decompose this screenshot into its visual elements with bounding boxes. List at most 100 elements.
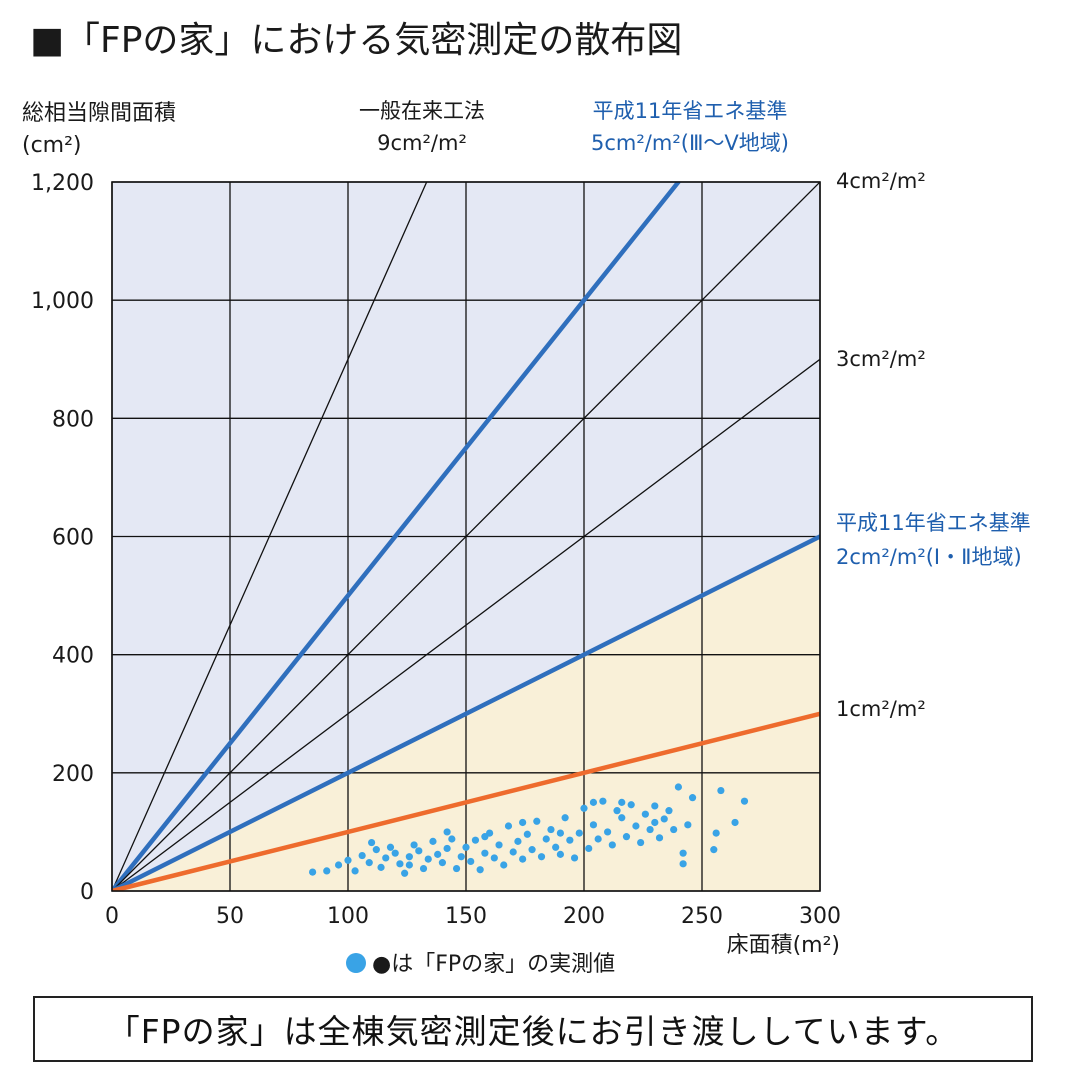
data-point — [665, 807, 673, 815]
data-point — [613, 807, 621, 815]
data-point — [651, 802, 659, 810]
data-point — [589, 821, 598, 829]
reference-line-5 — [112, 182, 681, 891]
data-point — [443, 844, 451, 853]
scatter-chart: ■「FPの家」における気密測定の散布図 総相当隙間面積 (cm²) 床面積(m²… — [22, 20, 1031, 977]
data-point — [438, 859, 446, 867]
data-point — [618, 798, 626, 806]
data-point — [740, 797, 749, 805]
reference-line-label-5: 平成11年省エネ基準 — [593, 99, 788, 123]
data-point — [646, 825, 654, 834]
data-point — [495, 841, 503, 849]
data-point — [604, 828, 612, 836]
data-point — [556, 829, 565, 837]
data-point — [476, 866, 484, 874]
y-tick-label: 1,000 — [31, 289, 94, 314]
data-point — [594, 835, 602, 843]
x-tick-label: 150 — [445, 904, 487, 929]
data-point — [679, 849, 687, 857]
data-point — [717, 786, 725, 795]
data-point — [599, 797, 607, 805]
data-point — [537, 853, 546, 861]
data-point — [627, 801, 635, 809]
x-tick-label: 50 — [216, 904, 244, 929]
data-point — [490, 854, 498, 862]
x-axis-title: 床面積(m²) — [727, 933, 840, 958]
data-point — [504, 822, 513, 830]
data-point — [622, 833, 631, 841]
data-point — [419, 864, 428, 873]
data-point — [334, 861, 343, 869]
legend-marker — [346, 953, 366, 973]
data-point — [377, 863, 385, 871]
data-point — [684, 821, 692, 829]
y-tick-label: 400 — [52, 644, 94, 669]
data-point — [500, 861, 508, 869]
data-point — [674, 783, 683, 791]
data-point — [712, 829, 720, 837]
data-point — [462, 843, 470, 851]
plot-border — [111, 181, 821, 892]
data-point — [637, 838, 645, 847]
data-point — [509, 848, 517, 856]
data-point — [424, 855, 432, 863]
x-tick-label: 100 — [327, 904, 369, 929]
y-tick-label: 200 — [52, 762, 94, 787]
data-point — [731, 818, 739, 827]
y-tick-label: 1,200 — [31, 171, 94, 196]
reference-line-label-5: 5cm²/m²(Ⅲ〜Ⅴ地域) — [591, 131, 789, 155]
data-point — [608, 841, 616, 849]
data-point — [556, 850, 565, 858]
data-point — [688, 794, 697, 802]
data-point — [452, 864, 461, 873]
data-point — [533, 817, 541, 825]
chart-title: ■「FPの家」における気密測定の散布図 — [30, 20, 682, 61]
data-point — [457, 853, 465, 861]
footer-text: 「FPの家」は全棟気密測定後にお引き渡ししています。 — [106, 1012, 960, 1051]
data-point — [679, 860, 687, 868]
data-point — [391, 849, 399, 857]
data-point — [405, 861, 413, 869]
data-point — [481, 849, 489, 857]
reference-line-1 — [112, 711, 820, 891]
data-point — [351, 867, 359, 875]
data-point — [415, 847, 423, 855]
legend-text: ●は「FPの家」の実測値 — [372, 952, 615, 977]
reference-line-2 — [112, 534, 820, 891]
reference-line-label-1: 1cm²/m² — [836, 697, 926, 721]
x-tick-label: 300 — [799, 904, 841, 929]
data-point — [368, 838, 376, 847]
data-point — [528, 846, 536, 854]
data-point — [670, 825, 678, 834]
data-point — [575, 829, 583, 837]
reference-line-9 — [112, 182, 428, 891]
data-point — [344, 856, 352, 864]
data-point — [585, 844, 593, 853]
data-point — [405, 853, 413, 861]
data-point — [401, 869, 409, 877]
data-point — [552, 843, 560, 851]
data-point — [365, 859, 373, 867]
data-point — [514, 837, 522, 845]
data-point — [651, 818, 659, 827]
data-point — [570, 854, 579, 862]
data-point — [429, 837, 437, 845]
data-point — [471, 836, 480, 844]
data-point — [547, 825, 555, 834]
data-point — [386, 843, 395, 851]
reference-line-label-2: 平成11年省エネ基準 — [836, 511, 1031, 535]
reference-line-label-4: 4cm²/m² — [836, 169, 926, 193]
data-point — [309, 868, 317, 876]
data-point — [443, 828, 451, 836]
data-point — [641, 810, 649, 818]
data-point — [382, 854, 390, 862]
data-point — [519, 818, 527, 827]
data-point — [566, 836, 574, 844]
y-axis-unit: (cm²) — [22, 133, 82, 158]
legend: ●は「FPの家」の実測値 — [346, 952, 615, 977]
data-point — [448, 835, 456, 843]
data-point — [618, 814, 626, 822]
footer-banner: 「FPの家」は全棟気密測定後にお引き渡ししています。 — [33, 996, 1033, 1062]
data-point — [542, 835, 550, 843]
data-point — [710, 846, 718, 854]
